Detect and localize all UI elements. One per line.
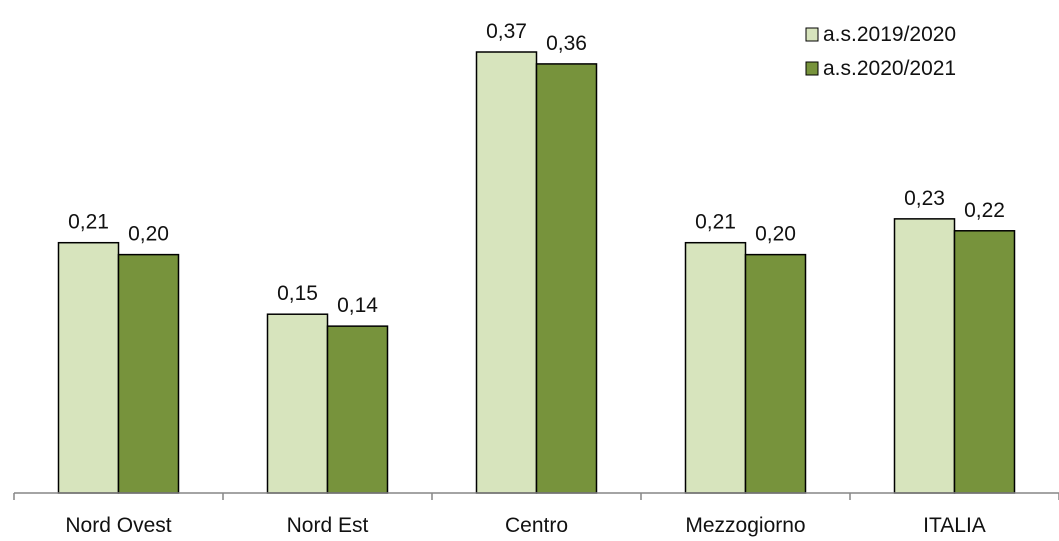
data-label: 0,20	[128, 223, 169, 246]
bars-group	[57, 51, 1016, 494]
bar-italia-series-1	[893, 218, 956, 494]
category-label: Nord Ovest	[65, 514, 171, 537]
data-label: 0,20	[755, 223, 796, 246]
bar-italia-series-2	[953, 230, 1016, 494]
bar-centro-series-1	[475, 51, 538, 494]
legend-swatch	[805, 61, 819, 76]
bar-mezzogiorno-series-2	[744, 253, 807, 494]
data-label: 0,15	[277, 282, 318, 305]
category-label: Mezzogiorno	[685, 514, 805, 537]
category-labels-group: Nord Ovest Nord Est Centro Mezzogiorno ITALI…	[65, 514, 985, 537]
category-label: Centro	[505, 514, 568, 537]
bar-mezzogiorno-series-1	[684, 241, 747, 494]
legend-label: a.s.2020/2021	[823, 57, 956, 80]
data-label: 0,36	[546, 32, 587, 55]
x-axis	[13, 492, 1059, 500]
data-label: 0,14	[337, 294, 378, 317]
legend-swatch	[805, 27, 819, 42]
value-labels-group: 0,21 0,20 0,15 0,14 0,37 0,36 0,21 0,20 0,23 0,22	[68, 20, 1005, 317]
data-label: 0,37	[486, 20, 527, 43]
bar-centro-series-2	[535, 63, 598, 494]
data-label: 0,21	[695, 211, 736, 234]
bar-nord-ovest-series-2	[117, 253, 180, 494]
category-label: Nord Est	[287, 514, 369, 537]
data-label: 0,23	[904, 187, 945, 210]
data-label: 0,21	[68, 211, 109, 234]
bar-nord-ovest-series-1	[57, 241, 120, 494]
category-label: ITALIA	[923, 514, 986, 537]
data-label: 0,22	[964, 199, 1005, 222]
legend-label: a.s.2019/2020	[823, 23, 956, 46]
bar-nord-est-series-1	[266, 313, 329, 494]
legend: a.s.2019/2020 a.s.2020/2021	[805, 23, 956, 80]
bar-nord-est-series-2	[326, 325, 389, 494]
